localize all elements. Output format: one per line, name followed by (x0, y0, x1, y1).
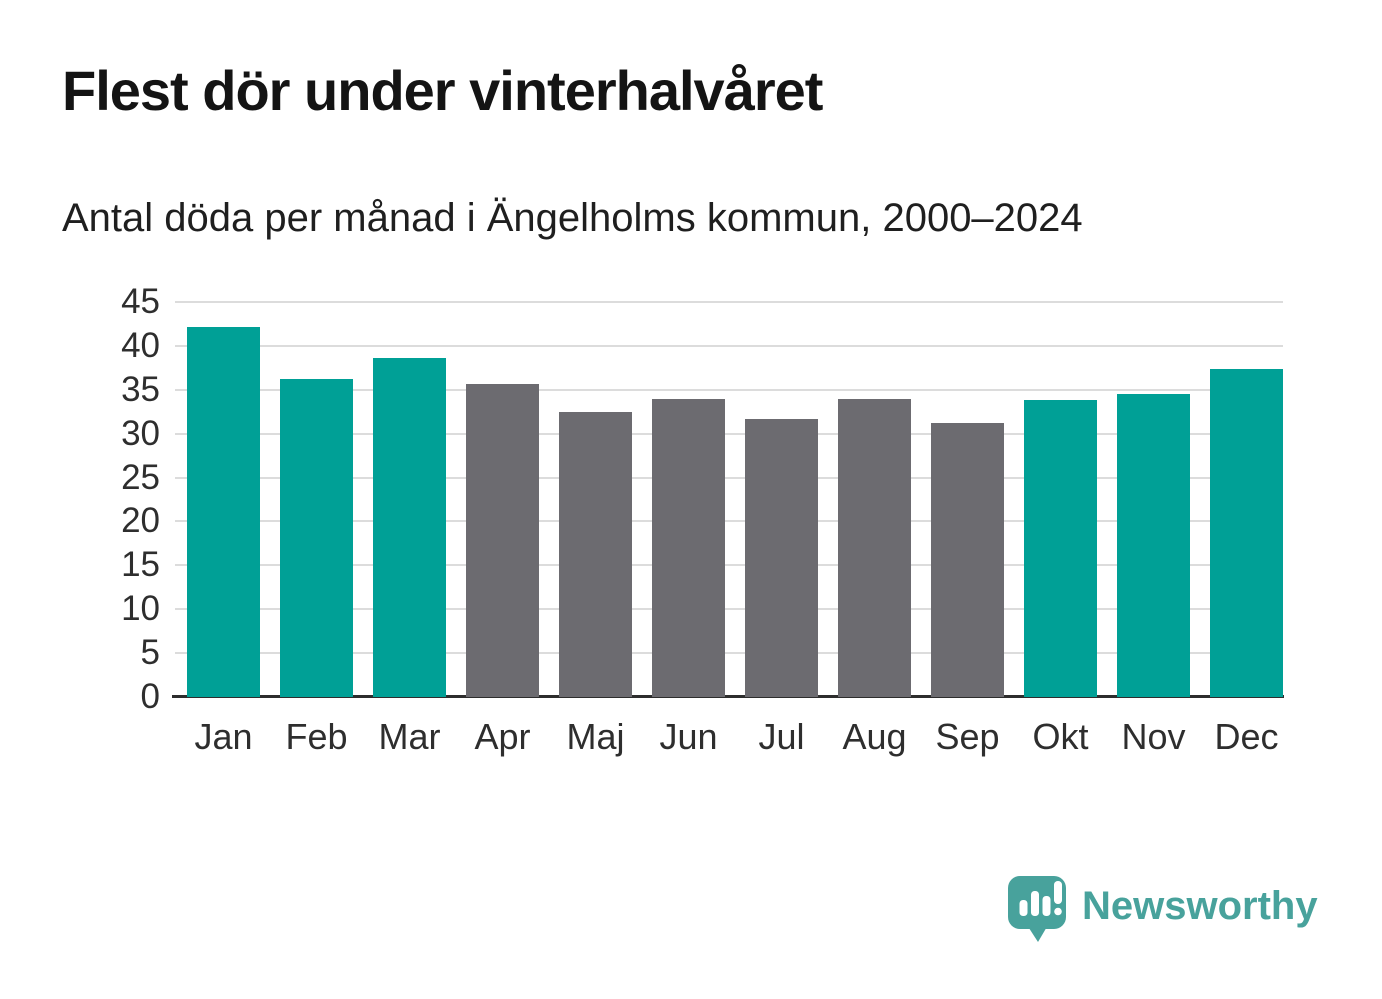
x-tick-label: Nov (1121, 716, 1186, 757)
bar-aug (838, 399, 911, 697)
y-tick-label: 40 (121, 325, 160, 365)
bar-maj (559, 411, 632, 697)
chart-title: Flest dör under vinterhalvåret (62, 59, 823, 122)
plot-area (172, 301, 1284, 698)
bar-dec (1210, 368, 1283, 697)
gridline (175, 652, 1283, 655)
x-tick-label: Feb (285, 716, 348, 757)
y-tick-label: 45 (121, 282, 160, 321)
x-tick-label: Apr (474, 716, 531, 757)
x-tick-label: Maj (566, 716, 625, 757)
bar-jun (652, 399, 725, 697)
y-tick-label: 5 (140, 633, 160, 673)
gridline (175, 388, 1283, 391)
gridline (175, 476, 1283, 479)
x-tick-label: Mar (378, 716, 441, 757)
newsworthy-logo: Newsworthy (1008, 876, 1318, 954)
y-tick-label: 30 (121, 413, 160, 453)
gridline (175, 520, 1283, 523)
x-tick-label: Jul (758, 716, 805, 757)
y-tick-label: 15 (121, 545, 160, 585)
bar-feb (280, 379, 353, 697)
bar-okt (1024, 400, 1097, 697)
x-tick-label: Okt (1032, 716, 1089, 757)
y-tick-label: 0 (140, 677, 160, 716)
x-tick-label: Jun (659, 716, 718, 757)
gridline (175, 344, 1283, 347)
gridline (175, 564, 1283, 567)
x-axis-line (172, 695, 1284, 698)
y-tick-label: 25 (121, 457, 160, 497)
x-tick-label: Jan (194, 716, 253, 757)
newsworthy-logo-icon (1008, 876, 1066, 942)
gridline (175, 432, 1283, 435)
bar-apr (466, 383, 539, 697)
newsworthy-logo-text: Newsworthy (1082, 884, 1318, 928)
y-tick-label: 20 (121, 501, 160, 541)
x-tick-label: Dec (1214, 716, 1279, 757)
y-tick-label: 35 (121, 369, 160, 409)
bar-jul (745, 418, 818, 697)
bar-sep (931, 423, 1004, 697)
bar-jan (187, 327, 260, 697)
gridline (175, 608, 1283, 611)
y-tick-label: 10 (121, 589, 160, 629)
bar-mar (373, 358, 446, 697)
x-tick-label: Sep (935, 716, 1000, 757)
gridline (175, 301, 1283, 303)
chart-subtitle: Antal döda per månad i Ängelholms kommun… (62, 196, 1083, 240)
x-tick-label: Aug (842, 716, 907, 757)
bar-nov (1117, 394, 1190, 697)
